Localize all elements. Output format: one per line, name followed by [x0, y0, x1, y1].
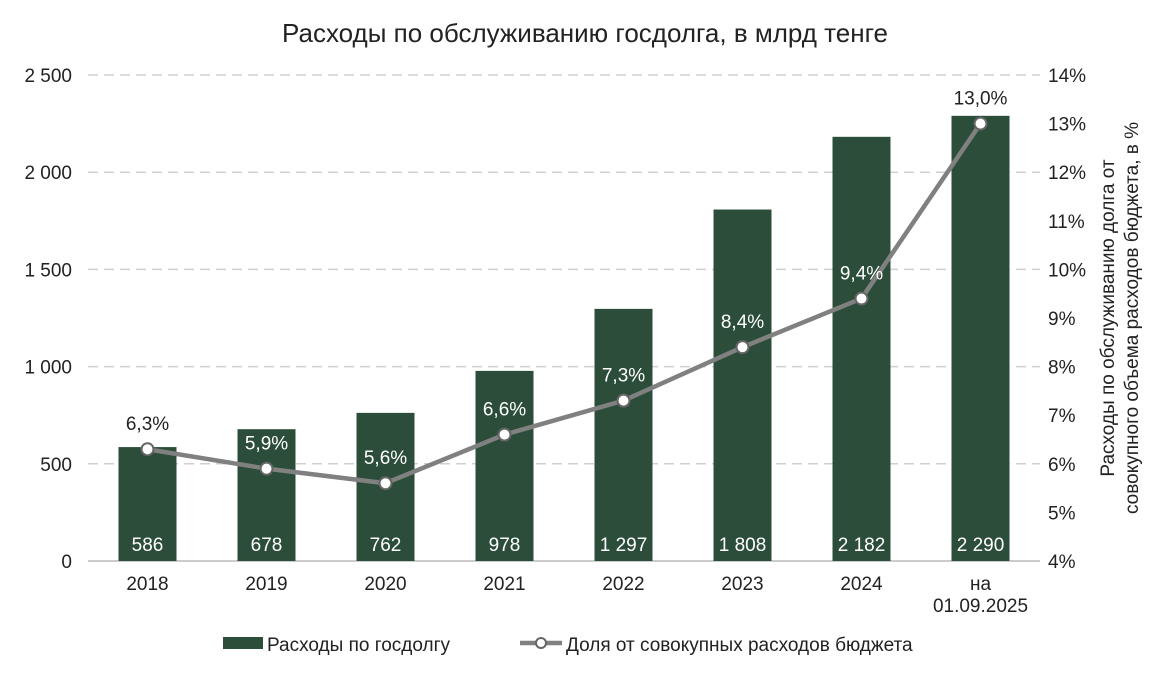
bar	[832, 136, 891, 561]
y-tick-label: 500	[40, 455, 72, 476]
line-value-label: 6,6%	[483, 400, 526, 421]
x-tick-label: 2021	[483, 574, 525, 595]
y2-tick-label: 7%	[1048, 406, 1076, 427]
line-value-label: 8,4%	[721, 312, 764, 333]
bar-value-label: 1 808	[719, 535, 767, 556]
y2-axis-title: совокупного объема расходов бюджета, в %	[1122, 122, 1143, 514]
line-point	[973, 116, 988, 131]
line-point	[259, 461, 274, 476]
bar-value-label: 586	[132, 535, 164, 556]
bar-value-label: 1 297	[600, 535, 648, 556]
line-value-label: 6,3%	[126, 414, 169, 435]
bar	[118, 447, 177, 561]
bar-value-label: 678	[251, 535, 283, 556]
bar	[951, 115, 1010, 561]
line-point	[616, 393, 631, 408]
bar	[713, 209, 772, 562]
x-tick-label: 01.09.2025	[933, 596, 1028, 617]
y2-tick-label: 14%	[1048, 66, 1086, 87]
bar	[475, 370, 534, 561]
y2-tick-label: 6%	[1048, 455, 1076, 476]
line-point	[140, 442, 155, 457]
y2-tick-label: 8%	[1048, 358, 1076, 379]
bar	[594, 308, 653, 561]
line-series	[147, 122, 983, 486]
y2-tick-label: 12%	[1048, 163, 1086, 184]
y2-tick-label: 5%	[1048, 503, 1076, 524]
y2-axis-title: Расходы по обслуживанию долга от	[1098, 159, 1119, 476]
line-value-label: 9,4%	[840, 264, 883, 285]
legend-bar-swatch	[223, 637, 263, 649]
x-tick-label: 2024	[840, 574, 883, 595]
y2-tick-label: 9%	[1048, 309, 1076, 330]
x-tick-label: 2023	[721, 574, 763, 595]
line-point	[497, 427, 512, 442]
line-value-label: 13,0%	[954, 89, 1008, 110]
chart-title: Расходы по обслуживанию госдолга, в млрд…	[282, 18, 888, 48]
line-value-label: 5,6%	[364, 448, 407, 469]
x-tick-label: 2018	[126, 574, 168, 595]
x-tick-label: 2022	[602, 574, 644, 595]
y-tick-label: 0	[61, 552, 72, 573]
bar-value-label: 2 290	[957, 535, 1005, 556]
line-point	[378, 476, 393, 491]
y-tick-label: 1 500	[24, 260, 72, 281]
y2-tick-label: 4%	[1048, 552, 1076, 573]
x-tick-label: на	[970, 574, 991, 595]
y-tick-label: 2 500	[24, 66, 72, 87]
y-tick-label: 2 000	[24, 163, 72, 184]
y2-tick-label: 10%	[1048, 260, 1086, 281]
line-value-label: 5,9%	[245, 434, 288, 455]
x-tick-label: 2020	[364, 574, 406, 595]
x-tick-label: 2019	[245, 574, 287, 595]
y2-tick-label: 13%	[1048, 115, 1086, 136]
legend-line-marker	[535, 637, 547, 649]
y-tick-label: 1 000	[24, 358, 72, 379]
bar-value-label: 2 182	[838, 535, 886, 556]
legend-bar-label: Расходы по госдолгу	[267, 635, 451, 656]
y2-tick-label: 11%	[1048, 212, 1085, 233]
line-value-label: 7,3%	[602, 366, 645, 387]
bar-value-label: 978	[489, 535, 521, 556]
bar-value-label: 762	[370, 535, 402, 556]
bar	[237, 429, 296, 561]
legend-line-label: Доля от совокупных расходов бюджета	[566, 635, 913, 656]
line-point	[854, 291, 869, 306]
line-point	[735, 340, 750, 355]
